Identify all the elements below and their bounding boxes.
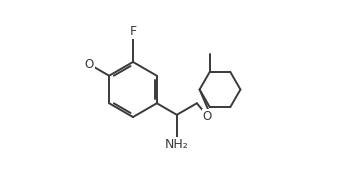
Text: O: O [203,110,212,124]
Text: F: F [130,25,137,38]
Text: O: O [84,58,94,71]
Text: NH₂: NH₂ [165,138,189,151]
